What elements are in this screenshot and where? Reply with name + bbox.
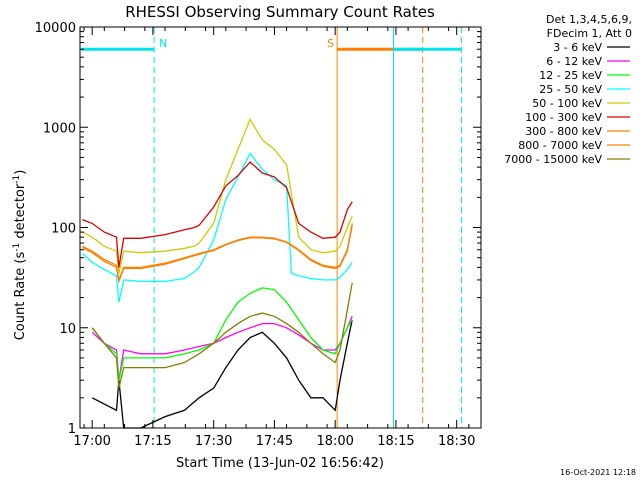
x-tick-label-5: 18:15 [377, 434, 414, 449]
series-line-8 [82, 225, 353, 284]
legend: Det 1,3,4,5,6,9, FDecim 1, Att 0 3 - 6 k… [504, 13, 632, 166]
legend-label-2: 6 - 12 keV [546, 55, 602, 68]
x-tick-label-3: 17:45 [256, 434, 293, 449]
y-tick-label-4: 10000 [35, 21, 76, 36]
y-tick-label-2: 100 [51, 222, 76, 237]
legend-label-8: 800 - 7000 keV [518, 139, 602, 152]
chart-title: RHESSI Observing Summary Count Rates [125, 3, 435, 21]
legend-label-4: 25 - 50 keV [539, 83, 602, 96]
series-line-3 [91, 287, 353, 381]
series-line-5 [82, 117, 353, 274]
legend-label-3: 12 - 25 keV [539, 69, 602, 82]
legend-label-6: 100 - 300 keV [525, 111, 602, 124]
x-tick-label-1: 17:15 [134, 434, 171, 449]
x-tick-label-6: 18:30 [438, 434, 475, 449]
marker-label-n: N [159, 37, 167, 50]
legend-label-9: 7000 - 15000 keV [504, 153, 602, 166]
legend-header-detectors: Det 1,3,4,5,6,9, [546, 13, 632, 26]
series-line-9 [91, 282, 353, 389]
series-line-4 [81, 152, 353, 303]
y-tick-label-3: 1000 [43, 121, 76, 136]
x-tick-label-4: 18:00 [316, 434, 353, 449]
y-tick-label-0: 1 [68, 422, 76, 437]
y-axis-label: Count Rate (s-1 detector-1) [12, 170, 28, 341]
y-tick-label-1: 10 [59, 322, 76, 337]
legend-header-decimation: FDecim 1, Att 0 [547, 27, 632, 40]
x-tick-label-2: 17:30 [195, 434, 232, 449]
timestamp-footer: 16-Oct-2021 12:18 [560, 468, 636, 477]
x-tick-label-0: 17:00 [73, 434, 110, 449]
series-line-6 [82, 161, 353, 268]
marker-label-s: S [327, 37, 334, 50]
axes: 17:00 17:15 17:30 17:45 18:00 18:15 18:30 1 10 10… [35, 21, 482, 449]
legend-label-7: 300 - 800 keV [525, 125, 602, 138]
series-line-2 [91, 316, 353, 381]
legend-label-5: 50 - 100 keV [532, 97, 602, 110]
legend-label-1: 3 - 6 keV [553, 41, 602, 54]
x-axis-label: Start Time (13-Jun-02 16:56:42) [176, 456, 384, 471]
